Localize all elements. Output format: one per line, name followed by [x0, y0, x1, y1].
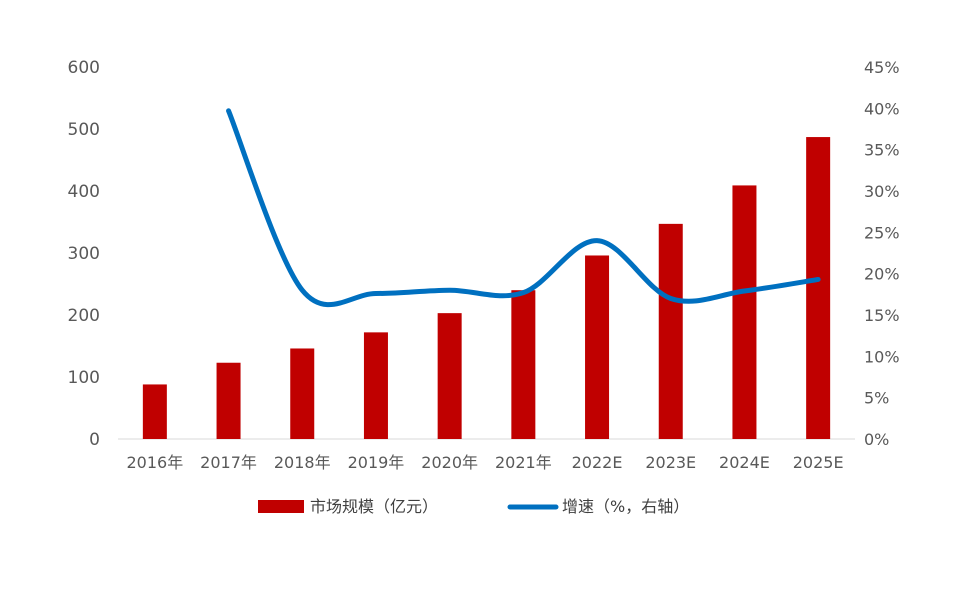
x-tick-label: 2021年 — [495, 453, 552, 472]
right-tick-label: 5% — [864, 389, 889, 408]
x-tick-label: 2016年 — [126, 453, 183, 472]
x-tick-label: 2018年 — [274, 453, 331, 472]
left-tick-label: 500 — [68, 120, 100, 140]
x-tick-label: 2025E — [793, 453, 844, 472]
left-tick-label: 600 — [68, 58, 100, 78]
right-tick-label: 20% — [864, 265, 900, 284]
bar — [437, 313, 462, 439]
legend-item-bar: 市场规模（亿元） — [258, 497, 438, 516]
bar — [658, 223, 683, 439]
bar — [142, 384, 167, 439]
bar — [216, 362, 241, 439]
bar-series — [142, 137, 831, 439]
right-tick-label: 30% — [864, 182, 900, 201]
bar — [806, 137, 831, 439]
legend: 市场规模（亿元） 增速（%，右轴） — [258, 497, 689, 516]
left-tick-label: 100 — [68, 368, 100, 388]
x-tick-label: 2020年 — [421, 453, 478, 472]
legend-item-line: 增速（%，右轴） — [507, 497, 689, 516]
bar — [511, 290, 536, 439]
right-tick-label: 35% — [864, 141, 900, 160]
legend-bar-label: 市场规模（亿元） — [310, 497, 438, 516]
right-tick-label: 15% — [864, 306, 900, 325]
left-axis-ticks: 0 100 200 300 400 500 600 — [68, 58, 100, 450]
right-tick-label: 0% — [864, 430, 889, 449]
x-tick-label: 2017年 — [200, 453, 257, 472]
left-tick-label: 400 — [68, 182, 100, 202]
legend-line-label: 增速（%，右轴） — [562, 497, 689, 516]
x-tick-label: 2019年 — [348, 453, 405, 472]
bar — [732, 185, 757, 439]
right-axis-ticks: 0% 5% 10% 15% 20% 25% 30% 35% 40% 45% — [864, 58, 900, 449]
x-tick-label: 2022E — [572, 453, 623, 472]
x-tick-label: 2023E — [645, 453, 696, 472]
bar — [585, 255, 610, 439]
bar — [363, 332, 388, 439]
left-tick-label: 0 — [89, 430, 100, 450]
right-tick-label: 25% — [864, 223, 900, 242]
right-tick-label: 40% — [864, 99, 900, 118]
x-tick-label: 2024E — [719, 453, 770, 472]
x-axis-ticks: 2016年 2017年 2018年 2019年 2020年 2021年 2022E 2023E… — [126, 453, 843, 472]
legend-bar-swatch — [258, 500, 304, 513]
left-tick-label: 300 — [68, 244, 100, 264]
right-tick-label: 45% — [864, 58, 900, 77]
right-tick-label: 10% — [864, 347, 900, 366]
bar — [290, 348, 315, 439]
growth-rate-line — [226, 108, 821, 308]
left-tick-label: 200 — [68, 306, 100, 326]
